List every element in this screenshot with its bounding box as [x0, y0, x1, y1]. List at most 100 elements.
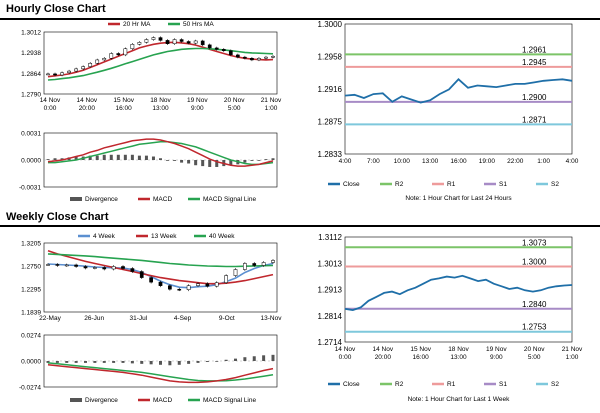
candle-body — [235, 54, 240, 58]
divergence-bar — [102, 154, 106, 160]
x-tick-label: 15 Nov 16:00 — [113, 97, 134, 112]
y-tick-label: 1.3012 — [21, 30, 41, 37]
candle-body — [74, 264, 78, 267]
x-tick-label: 15 Nov 16:00 — [410, 346, 431, 361]
divergence-bar — [144, 155, 148, 160]
ma_20-line — [47, 41, 274, 78]
candle-body — [81, 66, 86, 70]
legend-divergence: Divergence — [85, 196, 118, 203]
divergence-bar — [271, 158, 275, 160]
candle-body — [205, 283, 210, 287]
candle-body — [139, 271, 144, 278]
ma_13w-line — [47, 250, 274, 285]
candle-body — [144, 39, 149, 43]
x-tick-label: 19:00 — [479, 158, 496, 165]
divergence-bar — [201, 160, 205, 167]
y-tick-label: 0.0000 — [21, 158, 41, 165]
ma_40w-line — [47, 253, 274, 268]
divergence-bar — [187, 361, 191, 364]
legend-r2: R2 — [395, 181, 404, 188]
y-tick-label: 1.2875 — [318, 118, 343, 127]
candle-body — [221, 49, 226, 51]
close-line — [344, 274, 573, 312]
candle-body — [137, 42, 142, 45]
divergence-bar — [159, 158, 162, 160]
candle-body — [123, 48, 128, 56]
weekly-divider — [0, 225, 600, 227]
divergence-bar — [55, 361, 59, 363]
divergence-bar — [60, 158, 64, 160]
legend-divergence-swatch — [70, 197, 82, 201]
candle-body — [149, 277, 153, 283]
y-tick-label: 1.3000 — [318, 20, 343, 29]
y-tick-label: 1.2938 — [21, 50, 41, 57]
x-tick-label: 9-Oct — [219, 315, 235, 322]
candle-body — [172, 39, 177, 44]
x-tick-label: 4-Sep — [174, 315, 192, 322]
divergence-bar — [215, 361, 219, 362]
legend-close: Close — [343, 381, 360, 388]
chart-note: Note: 1 Hour Chart for Last 1 Week — [408, 396, 511, 403]
candle-body — [46, 264, 50, 266]
divergence-bar — [264, 159, 268, 160]
level-label-r1: 1.3000 — [522, 258, 547, 267]
y-tick-label: 1.3205 — [21, 241, 41, 248]
plot-frame — [43, 31, 278, 95]
legend-s1: S1 — [499, 181, 507, 188]
candle-body — [179, 39, 184, 42]
level-label-r2: 1.3073 — [522, 238, 547, 247]
macd-line — [47, 138, 274, 167]
divergence-bar — [271, 354, 275, 361]
legend-ma_13w: 13 Week — [151, 233, 177, 240]
divergence-bar — [173, 160, 177, 161]
divergence-bar — [53, 158, 57, 160]
divergence-bar — [250, 160, 254, 161]
candle-body — [74, 68, 78, 72]
y-tick-label: 1.2864 — [21, 71, 41, 78]
x-tick-label: 18 Nov 13:00 — [150, 97, 171, 112]
candle-body — [64, 264, 69, 267]
close-line — [344, 78, 573, 104]
divergence-bar — [74, 156, 78, 160]
x-tick-label: 20 Nov 5:00 — [224, 97, 245, 112]
divergence-bar — [95, 155, 99, 160]
level-label-s1: 1.2900 — [522, 93, 547, 102]
y-tick-label: 1.2814 — [318, 312, 343, 321]
candle-body — [224, 275, 228, 283]
legend-macd-signal: MACD Signal Line — [203, 196, 256, 203]
y-tick-label: 1.2714 — [318, 338, 343, 347]
candle-body — [116, 53, 121, 56]
y-tick-label: 1.3013 — [318, 259, 343, 268]
legend-ma_40w: 40 Week — [209, 233, 235, 240]
legend-s2: S2 — [551, 181, 559, 188]
candle-body — [88, 63, 93, 67]
candle-body — [158, 37, 163, 41]
y-tick-label: -0.0274 — [19, 385, 41, 392]
legend-macd-signal: MACD Signal Line — [203, 397, 256, 404]
chart-note: Note: 1 Hour Chart for Last 24 Hours — [405, 195, 512, 202]
x-tick-label: 18 Nov 13:00 — [448, 346, 469, 361]
level-label-s2: 1.2871 — [522, 115, 547, 124]
y-tick-label: 1.3112 — [318, 233, 342, 242]
divergence-bar — [234, 358, 237, 361]
legend-ma_20: 20 Hr MA — [123, 21, 151, 28]
candle-body — [250, 58, 254, 61]
candle-body — [186, 285, 191, 290]
x-tick-label: 1:00 — [537, 158, 550, 165]
divergence-bar — [177, 361, 181, 365]
plot-frame — [344, 23, 573, 155]
weekly-section-title: Weekly Close Chart — [6, 211, 109, 223]
legend-ma_4w: 4 Week — [93, 233, 116, 240]
legend-divergence: Divergence — [85, 397, 118, 404]
legend-ma_50: 50 Hrs MA — [183, 21, 214, 28]
candle-body — [109, 53, 114, 59]
divergence-bar — [65, 361, 69, 363]
divergence-bar — [123, 154, 127, 160]
x-tick-label: 14 Nov 20:00 — [373, 346, 394, 361]
ma_50-line — [47, 47, 274, 81]
candle-body — [228, 50, 233, 56]
candle-body — [252, 263, 257, 266]
candle-body — [95, 59, 100, 64]
y-tick-label: -0.0031 — [19, 185, 41, 192]
